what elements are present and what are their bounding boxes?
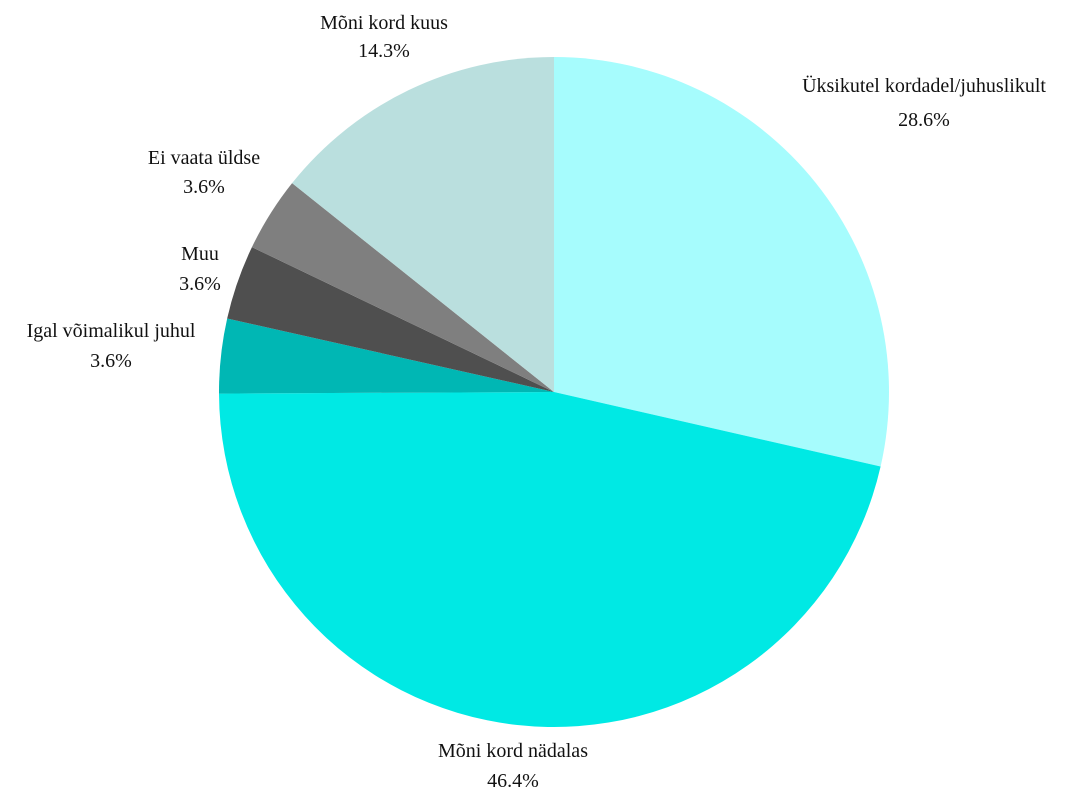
slice-label-ei-vaata-uldse: Ei vaata üldse [148,147,260,169]
pie-slice-muu [227,247,555,392]
pie-slice-uksikutel [554,57,889,467]
pie-slice-moni-kord-kuus [292,57,554,392]
slice-label-muu: Muu [181,243,219,265]
pie-slice-moni-kord-nadalas [219,392,881,728]
slice-value-muu: 3.6% [179,273,221,295]
slice-value-ei-vaata-uldse: 3.6% [183,176,225,198]
slice-label-igal-voimalikul-juhul: Igal võimalikul juhul [27,320,196,342]
pie-slice-igal-voimalikul-juhul [218,318,554,394]
slice-value-igal-voimalikul-juhul: 3.6% [90,350,132,372]
pie-slices [218,57,889,728]
slice-label-uksikutel: Üksikutel kordadel/juhuslikult [802,74,1046,97]
slice-value-moni-kord-kuus: 14.3% [358,40,410,62]
pie-labels: Üksikutel kordadel/juhuslikult 28.6% Mõn… [27,12,1047,788]
slice-value-moni-kord-nadalas: 46.4% [487,770,539,788]
pie-slice-ei-vaata-uldse [251,183,554,392]
slice-value-uksikutel: 28.6% [898,109,950,131]
slice-label-moni-kord-kuus: Mõni kord kuus [320,12,448,34]
slice-label-moni-kord-nadalas: Mõni kord nädalas [438,740,588,762]
